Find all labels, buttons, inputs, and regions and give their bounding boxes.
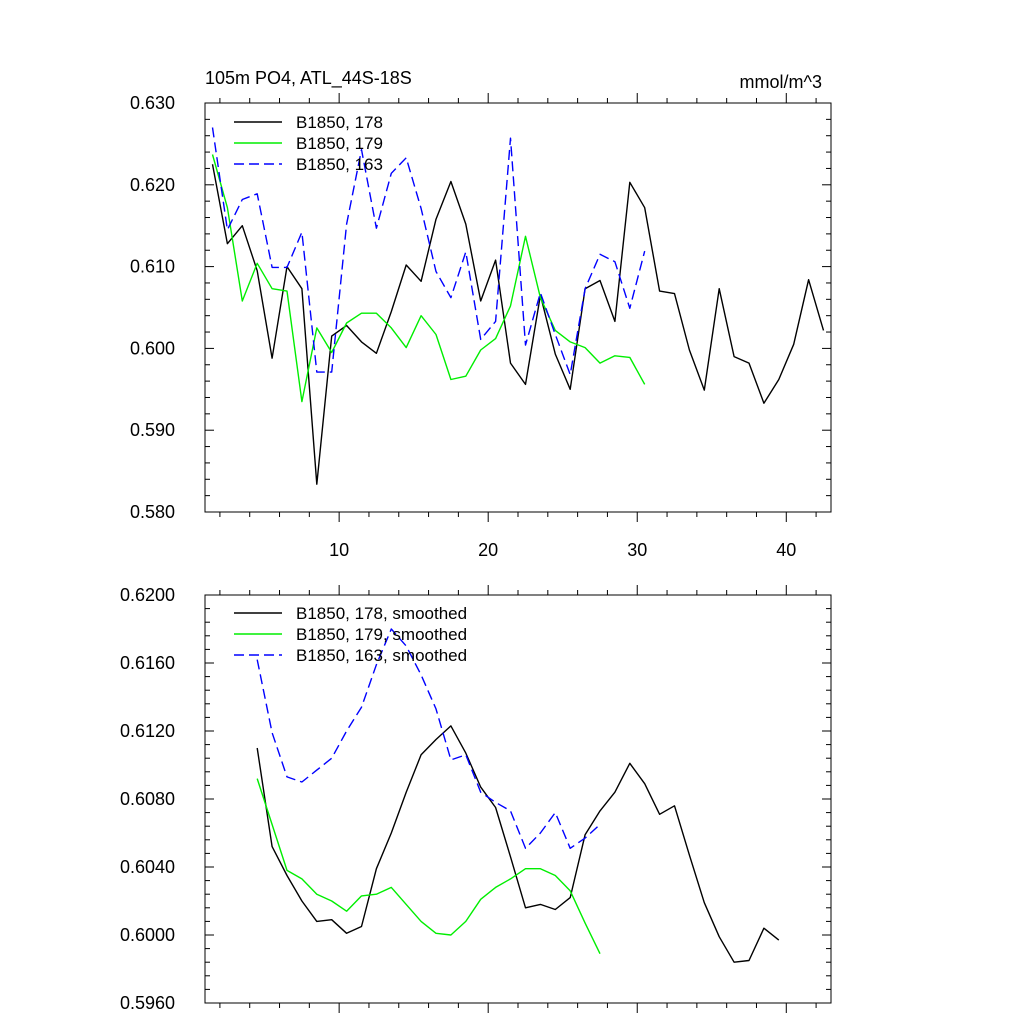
y-tick-label: 0.600: [130, 338, 175, 358]
y-tick-label: 0.6000: [120, 925, 175, 945]
legend-label: B1850, 178: [296, 113, 383, 132]
y-tick-label: 0.590: [130, 420, 175, 440]
legend-label: B1850, 179: [296, 134, 383, 153]
x-tick-label: 30: [627, 540, 647, 560]
x-tick-label: 20: [478, 540, 498, 560]
bottom-plot-frame: [204, 594, 832, 1004]
y-tick-label: 0.6120: [120, 721, 175, 741]
top-series-lines: [211, 127, 825, 485]
y-tick-label: 0.5960: [120, 993, 175, 1013]
legend-label: B1850, 163, smoothed: [296, 646, 467, 665]
series-line-b1850-179: [211, 154, 646, 403]
y-tick-label: 0.6160: [120, 653, 175, 673]
top-axis-ticks: 0.580 0.590 0.600 0.610 0.620 0.630 10 20 30 40: [130, 93, 831, 560]
y-tick-label: 0.6200: [120, 585, 175, 605]
series-line-b1850-163-smoothed: [256, 628, 601, 849]
bottom-axis-ticks: 0.5960 0.6000 0.6040 0.6080 0.6120 0.6160 0.62…: [120, 585, 831, 1013]
y-tick-label: 0.620: [130, 175, 175, 195]
top-plot-frame: [204, 102, 832, 513]
series-line-b1850-178-smoothed: [256, 725, 780, 963]
series-line-b1850-179-smoothed: [256, 778, 601, 955]
bottom-panel: 0.5960 0.6000 0.6040 0.6080 0.6120 0.6160 0.62…: [120, 585, 832, 1013]
y-tick-label: 0.610: [130, 257, 175, 277]
y-tick-label: 0.580: [130, 502, 175, 522]
bottom-series-lines: [256, 628, 780, 963]
top-title: 105m PO4, ATL_44S-18S: [205, 68, 412, 89]
y-tick-label: 0.630: [130, 93, 175, 113]
x-tick-label: 10: [329, 540, 349, 560]
y-tick-label: 0.6040: [120, 857, 175, 877]
series-line-b1850-163: [211, 127, 646, 376]
top-legend: B1850, 178 B1850, 179 B1850, 163: [234, 113, 383, 174]
legend-label: B1850, 179, smoothed: [296, 625, 467, 644]
top-units: mmol/m^3: [740, 72, 822, 92]
x-tick-label: 40: [776, 540, 796, 560]
legend-label: B1850, 178, smoothed: [296, 604, 467, 623]
top-panel: 105m PO4, ATL_44S-18S mmol/m^3 0.580 0.59…: [130, 68, 832, 560]
series-line-b1850-178: [211, 164, 825, 485]
y-tick-label: 0.6080: [120, 789, 175, 809]
legend-label: B1850, 163: [296, 155, 383, 174]
bottom-legend: B1850, 178, smoothed B1850, 179, smoothed…: [234, 604, 467, 665]
